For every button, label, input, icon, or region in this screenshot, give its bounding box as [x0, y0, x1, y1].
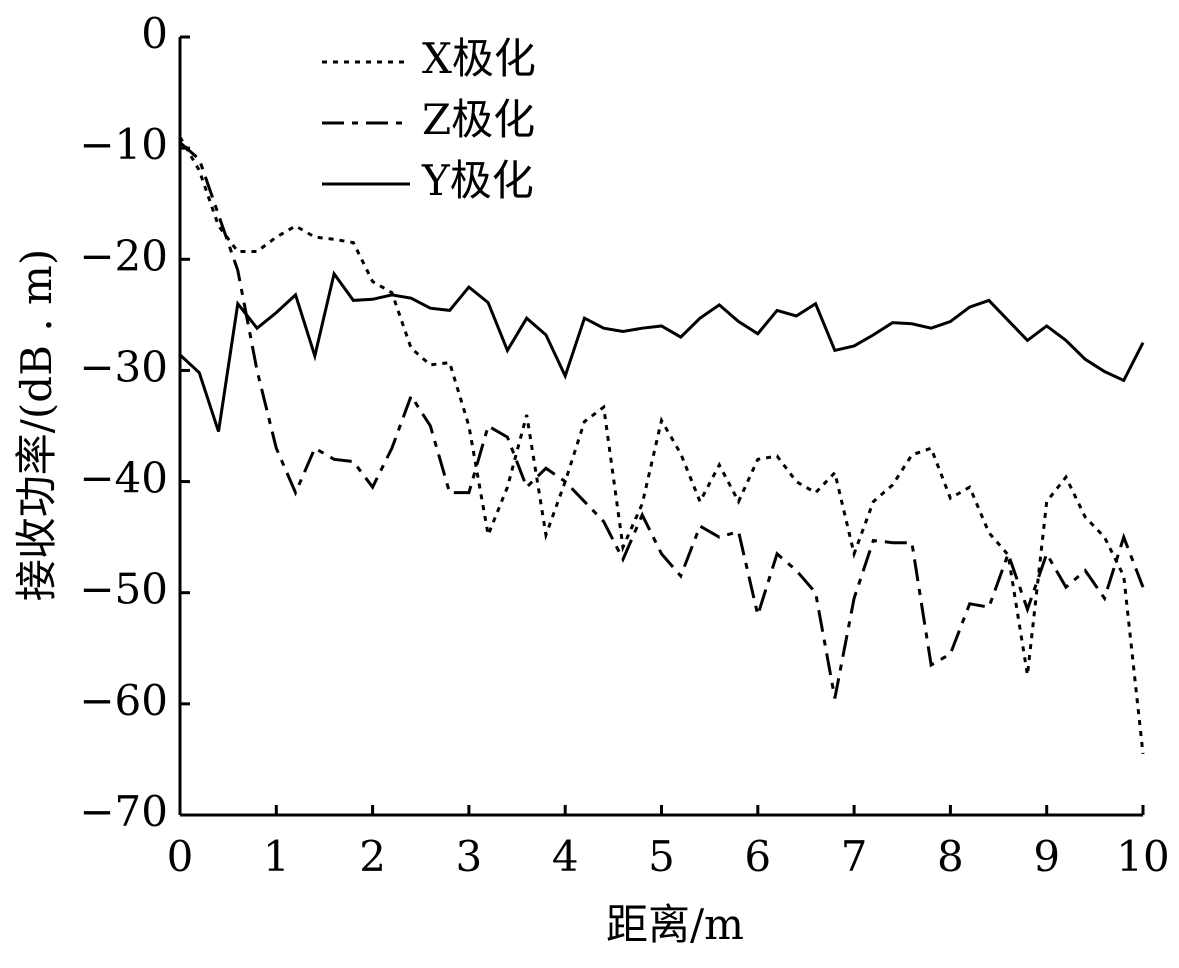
y-tick-label: −40: [79, 454, 168, 503]
x-tick-label: 1: [263, 832, 290, 881]
x-tick-label: 8: [937, 832, 964, 881]
y-tick-label: −10: [79, 120, 168, 169]
legend-label: Z极化: [422, 95, 535, 144]
legend-label: X极化: [422, 34, 536, 83]
x-tick-label: 9: [1033, 832, 1060, 881]
x-tick-label: 6: [744, 832, 771, 881]
y-tick-label: −30: [79, 342, 168, 391]
legend-label: Y极化: [421, 156, 534, 205]
x-tick-label: 3: [456, 832, 483, 881]
x-tick-label: 2: [359, 832, 386, 881]
y-axis-label: 接收功率/(dB . m): [12, 249, 61, 602]
x-tick-label: 7: [841, 832, 868, 881]
y-tick-label: −50: [79, 565, 168, 614]
y-tick-label: −60: [79, 676, 168, 725]
x-tick-label: 10: [1116, 832, 1169, 881]
series-line: [179, 141, 1145, 699]
series-line: [178, 136, 1145, 755]
x-tick-label: 0: [167, 832, 194, 881]
y-tick-label: 0: [141, 9, 168, 58]
x-tick-label: 5: [648, 832, 675, 881]
series-line: [178, 270, 1145, 433]
y-tick-label: −70: [79, 787, 168, 836]
x-tick-label: 4: [552, 832, 579, 881]
y-tick-label: −20: [79, 231, 168, 280]
x-axis-label: 距离/m: [606, 900, 744, 949]
